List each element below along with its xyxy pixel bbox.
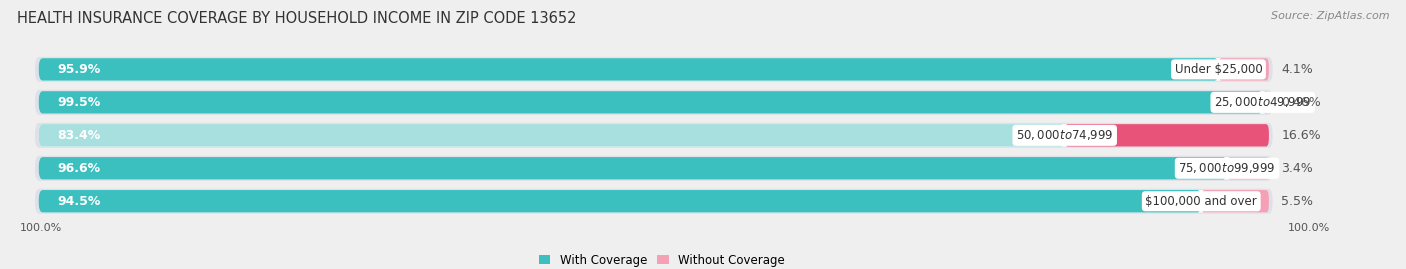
FancyBboxPatch shape [35,90,1272,115]
FancyBboxPatch shape [35,123,1272,148]
Text: 83.4%: 83.4% [58,129,100,142]
Text: 100.0%: 100.0% [1288,223,1330,233]
Text: 16.6%: 16.6% [1281,129,1320,142]
FancyBboxPatch shape [39,91,1263,114]
FancyBboxPatch shape [1201,190,1268,213]
Legend: With Coverage, Without Coverage: With Coverage, Without Coverage [534,249,789,269]
Text: 4.1%: 4.1% [1281,63,1313,76]
Text: Under $25,000: Under $25,000 [1174,63,1263,76]
FancyBboxPatch shape [39,157,1227,179]
FancyBboxPatch shape [39,157,1268,179]
Text: 99.5%: 99.5% [58,96,100,109]
FancyBboxPatch shape [35,57,1272,82]
Text: 100.0%: 100.0% [20,223,62,233]
Text: 0.46%: 0.46% [1281,96,1320,109]
FancyBboxPatch shape [35,189,1272,214]
Text: 95.9%: 95.9% [58,63,100,76]
Text: HEALTH INSURANCE COVERAGE BY HOUSEHOLD INCOME IN ZIP CODE 13652: HEALTH INSURANCE COVERAGE BY HOUSEHOLD I… [17,11,576,26]
FancyBboxPatch shape [39,58,1268,81]
Text: Source: ZipAtlas.com: Source: ZipAtlas.com [1271,11,1389,21]
Text: 5.5%: 5.5% [1281,195,1313,208]
FancyBboxPatch shape [35,156,1272,181]
FancyBboxPatch shape [1227,157,1268,179]
Text: $75,000 to $99,999: $75,000 to $99,999 [1178,161,1275,175]
FancyBboxPatch shape [1263,91,1268,114]
Text: $25,000 to $49,999: $25,000 to $49,999 [1213,95,1312,109]
FancyBboxPatch shape [1219,58,1268,81]
Text: $100,000 and over: $100,000 and over [1146,195,1257,208]
Text: 3.4%: 3.4% [1281,162,1313,175]
Text: $50,000 to $74,999: $50,000 to $74,999 [1017,128,1114,142]
FancyBboxPatch shape [39,190,1268,213]
Text: 96.6%: 96.6% [58,162,100,175]
FancyBboxPatch shape [1064,124,1268,147]
FancyBboxPatch shape [39,91,1268,114]
FancyBboxPatch shape [39,58,1219,81]
FancyBboxPatch shape [39,124,1064,147]
FancyBboxPatch shape [39,124,1268,147]
Text: 94.5%: 94.5% [58,195,100,208]
FancyBboxPatch shape [39,190,1201,213]
